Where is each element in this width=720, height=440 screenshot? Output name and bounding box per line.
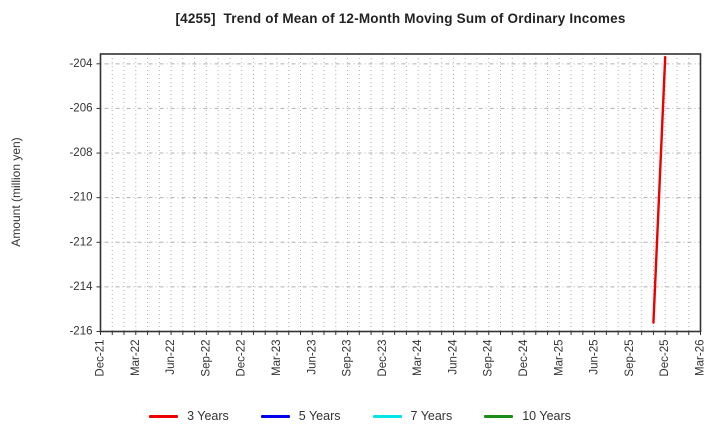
y-tick-label: -212 xyxy=(69,236,92,248)
legend-item-10-years: 10 Years xyxy=(484,409,571,423)
x-tick-label: Jun-23 xyxy=(306,340,318,375)
x-tick-label: Dec-21 xyxy=(95,340,107,377)
y-tick-label: -208 xyxy=(69,147,92,159)
y-tick-label: -210 xyxy=(69,192,92,204)
legend-item-7-years: 7 Years xyxy=(372,409,453,423)
legend-item-3-years: 3 Years xyxy=(149,409,229,423)
x-tick-label: Jun-22 xyxy=(165,340,177,375)
x-tick-label: Jun-25 xyxy=(589,340,601,375)
legend-line-swatch xyxy=(149,414,179,418)
x-tick-label: Sep-23 xyxy=(342,340,354,377)
legend-line-swatch xyxy=(260,414,290,418)
y-tick-label: -206 xyxy=(69,102,92,114)
legend-label: 3 Years xyxy=(187,409,229,423)
plot-border xyxy=(99,53,702,333)
y-tick-label: -204 xyxy=(69,58,93,70)
series-line-3-years xyxy=(652,55,667,324)
legend-label: 5 Years xyxy=(298,409,341,423)
x-tick-label: Mar-26 xyxy=(695,340,707,376)
x-tick-label: Sep-25 xyxy=(624,340,636,377)
x-tick-label: Dec-24 xyxy=(518,339,530,377)
y-tick-label: -214 xyxy=(69,281,93,293)
x-tick-label: Jun-24 xyxy=(447,339,459,375)
x-tick-label: Sep-24 xyxy=(483,339,495,377)
x-tick-label: Sep-22 xyxy=(200,340,212,377)
x-tick-label: Dec-25 xyxy=(659,340,671,377)
x-tick-label: Dec-22 xyxy=(236,340,248,377)
x-tick-label: Dec-23 xyxy=(377,340,389,377)
y-tick-label: -216 xyxy=(69,326,92,338)
legend-line-swatch xyxy=(372,414,402,418)
legend-label: 7 Years xyxy=(410,409,453,423)
legend-line-swatch xyxy=(484,414,514,418)
x-tick-label: Mar-23 xyxy=(271,340,283,376)
legend-item-5-years: 5 Years xyxy=(260,409,341,423)
x-tick-label: Mar-25 xyxy=(553,340,565,376)
legend-label: 10 Years xyxy=(522,409,571,423)
x-tick-label: Mar-24 xyxy=(412,339,424,376)
legend: 3 Years 5 Years 7 Years 10 Years xyxy=(0,405,720,427)
chart-title: [4255] Trend of Mean of 12-Month Moving … xyxy=(175,11,626,26)
x-tick-label: Mar-22 xyxy=(130,340,142,376)
